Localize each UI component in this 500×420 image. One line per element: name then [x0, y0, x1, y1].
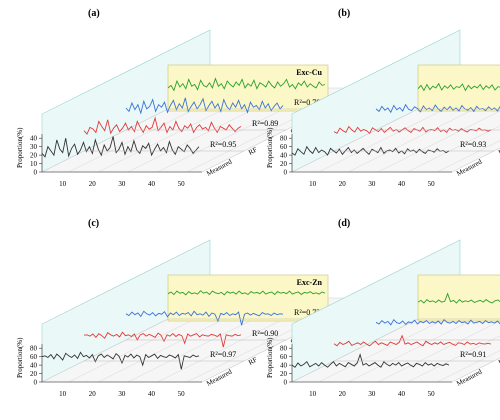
series-line-gbr	[125, 310, 284, 326]
floor-gridline	[437, 140, 500, 173]
x-tick-label: 50	[178, 390, 186, 398]
y-tick-label: 40	[280, 362, 288, 370]
series-line-measured	[291, 145, 450, 156]
r2-label: R²=0.90	[252, 329, 278, 338]
x-tick-label: 20	[339, 390, 347, 398]
y-tick-label: 80	[280, 345, 288, 353]
x-tick-label: 40	[148, 180, 156, 188]
panel-label: (b)	[338, 8, 350, 19]
highlight-panel	[417, 274, 500, 322]
series-line-measured	[291, 353, 450, 368]
series-label: RF	[247, 146, 258, 157]
x-tick-label: 10	[309, 390, 317, 398]
y-tick-label: 80	[280, 135, 288, 143]
x-tick-label: 40	[398, 180, 406, 188]
panel-title: Exc-Zn	[297, 278, 323, 287]
series-line-gbr	[375, 318, 500, 326]
r2-label: R²=0.78	[294, 98, 320, 107]
series-line-measured	[41, 136, 200, 158]
chart-panel-4: MeasuredRFR²=0.91GBRR²=0.82BPNNR²=0.7402…	[266, 218, 500, 398]
x-tick-label: 10	[59, 390, 67, 398]
y-tick-label: 20	[30, 370, 38, 378]
x-tick-label: 20	[89, 390, 97, 398]
series-label: RF	[497, 146, 500, 157]
r2-label: R²=0.97	[210, 350, 236, 359]
series-line-bpnn	[417, 82, 500, 92]
series-line-bpnn	[167, 290, 326, 296]
x-tick-label: 50	[178, 180, 186, 188]
y-tick-label: 20	[280, 160, 288, 168]
r2-label: R²=0.91	[460, 350, 486, 359]
y-tick-label: 0	[284, 169, 288, 177]
y-tick-label: 30	[30, 143, 38, 151]
y-tick-label: 60	[30, 353, 38, 361]
y-tick-label: 40	[30, 135, 38, 143]
y-tick-label: 40	[280, 152, 288, 160]
series-line-rf	[83, 116, 242, 135]
r2-label: R²=0.89	[252, 119, 278, 128]
y-tick-label: 0	[34, 169, 38, 177]
series-line-rf	[333, 334, 492, 347]
y-axis-label: Proportion(%)	[16, 127, 24, 168]
y-axis-label: Proportion(%)	[16, 337, 24, 378]
x-tick-label: 50	[428, 180, 436, 188]
y-tick-label: 40	[30, 362, 38, 370]
x-tick-label: 30	[368, 180, 376, 188]
y-tick-label: 60	[280, 353, 288, 361]
series-line-gbr	[125, 97, 284, 115]
y-tick-label: 10	[30, 160, 38, 168]
series-line-rf	[333, 125, 492, 135]
y-tick-label: 80	[30, 345, 38, 353]
series-label: RF	[497, 356, 500, 367]
x-tick-label: 50	[428, 390, 436, 398]
panel-label: (a)	[88, 8, 100, 19]
x-tick-label: 20	[89, 180, 97, 188]
y-axis-label: Proportion(%)	[266, 127, 274, 168]
y-axis-label: Proportion(%)	[266, 337, 274, 378]
panel-label: (d)	[338, 218, 350, 229]
x-tick-label: 10	[309, 180, 317, 188]
r2-label: R²=0.93	[460, 140, 486, 149]
y-tick-label: 0	[284, 379, 288, 387]
y-tick-label: 60	[280, 143, 288, 151]
x-tick-label: 30	[368, 390, 376, 398]
series-line-rf	[83, 331, 242, 348]
x-tick-label: 10	[59, 180, 67, 188]
highlight-panel	[417, 64, 500, 112]
x-tick-label: 30	[118, 390, 126, 398]
y-tick-label: 20	[30, 152, 38, 160]
series-label: RF	[247, 356, 258, 367]
chart-panel-3: MeasuredRFR²=0.97GBRR²=0.90BPNNR²=0.7302…	[16, 218, 371, 398]
x-tick-label: 30	[118, 180, 126, 188]
r2-label: R²=0.95	[210, 140, 236, 149]
chart-panel-2: MeasuredRFR²=0.93GBRR²=0.87BPNNR²=0.7502…	[266, 8, 500, 188]
r2-label: R²=0.73	[294, 308, 320, 317]
panel-label: (c)	[88, 218, 99, 229]
panel-title: Exc-Cu	[296, 68, 322, 77]
series-line-bpnn	[417, 292, 500, 304]
x-tick-label: 20	[339, 180, 347, 188]
floor-gridline	[437, 350, 500, 383]
series-line-bpnn	[167, 77, 326, 92]
y-tick-label: 0	[34, 379, 38, 387]
x-tick-label: 40	[398, 390, 406, 398]
y-tick-label: 20	[280, 370, 288, 378]
series-line-measured	[41, 351, 200, 370]
x-tick-label: 40	[148, 390, 156, 398]
